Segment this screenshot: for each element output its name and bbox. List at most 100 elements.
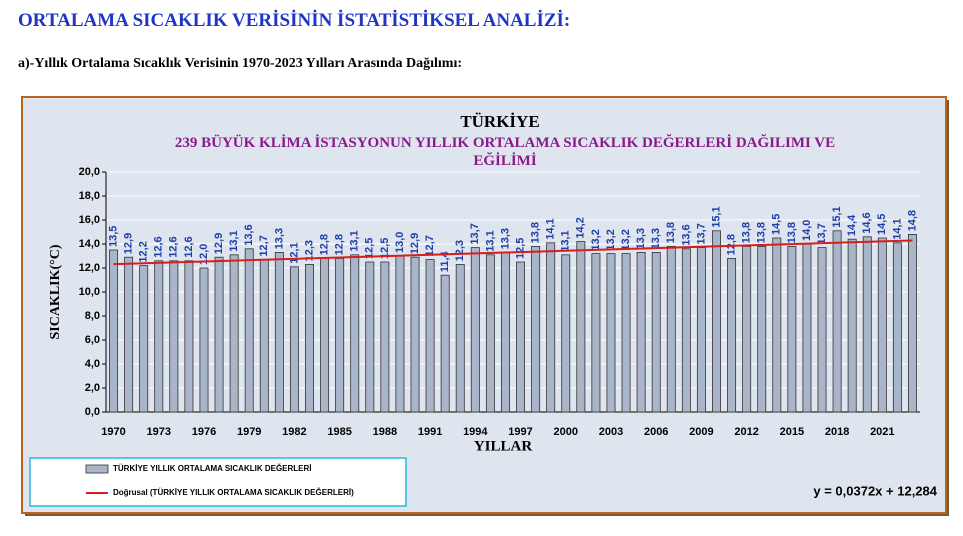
data-label: 12,6 [153,236,165,257]
x-tick-label: 1973 [147,426,171,438]
data-label: 14,1 [891,218,903,239]
bar [832,230,842,413]
data-label: 14,5 [876,214,888,235]
bar [139,265,149,413]
data-label: 13,1 [349,230,361,251]
bar [621,253,631,413]
bar [244,248,254,413]
x-tick-label: 2003 [599,426,623,438]
x-tick-label: 1982 [282,426,306,438]
bar [546,242,556,413]
bar [862,236,872,413]
bar [516,261,526,413]
data-label: 15,1 [710,206,722,227]
bar [169,260,179,413]
data-label: 12,1 [288,242,300,263]
bar [651,251,661,413]
bar [712,230,721,413]
data-label: 13,2 [605,229,617,250]
bar [576,241,586,413]
page-subtitle: a)-Yıllık Ortalama Sıcaklık Verisinin 19… [18,56,463,71]
data-label: 13,2 [590,229,602,250]
data-label: 12,7 [424,235,436,256]
data-label: 12,5 [514,238,526,259]
bar [184,260,194,413]
x-tick-label: 2009 [689,426,713,438]
data-label: 14,5 [771,214,783,235]
bar [561,254,571,413]
legend-label: Doğrusal (TÜRKİYE YILLIK ORTALAMA SICAKL… [113,488,354,497]
legend-box [29,457,407,507]
x-tick-label: 2012 [734,426,758,438]
data-label: 12,9 [409,233,421,254]
data-label: 13,5 [107,226,119,247]
data-label: 13,8 [665,222,677,243]
y-tick-label: 12,0 [79,262,100,274]
bar [772,237,782,413]
y-tick-label: 14,0 [79,238,100,250]
bar [335,257,345,413]
bar [380,261,390,413]
y-tick-label: 20,0 [79,166,100,178]
bar [681,248,691,413]
bar [666,245,676,413]
data-label: 12,9 [213,233,225,254]
bar [817,247,827,413]
bar [440,274,450,413]
bar [531,245,541,413]
data-label: 13,7 [469,223,481,244]
data-label: 13,8 [786,222,798,243]
bar [606,253,616,413]
trend-equation: y = 0,0372x + 12,284 [813,483,937,498]
bar [229,254,239,413]
data-label: 13,1 [484,230,496,251]
y-tick-label: 0,0 [85,406,100,418]
bar [274,251,284,413]
page-title: ORTALAMA SICAKLIK VERİSİNİN İSTATİSTİKSE… [18,10,571,31]
legend-label: TÜRKİYE YILLIK ORTALAMA SICAKLIK DEĞERLE… [113,464,312,473]
data-label: 13,7 [816,223,828,244]
data-label: 12,3 [303,240,315,261]
bar [289,266,299,413]
y-axis-title: SICAKLIK(°C) [48,244,63,339]
bar [425,259,435,413]
bar [305,263,314,413]
data-label: 14,6 [861,212,873,233]
data-label: 13,8 [530,222,542,243]
trend-line [113,239,913,266]
data-label: 12,6 [168,236,180,257]
x-tick-label: 1970 [101,426,125,438]
y-tick-label: 10,0 [79,286,100,298]
data-label: 13,6 [243,224,255,245]
y-tick-label: 18,0 [79,190,100,202]
data-label: 12,0 [198,244,210,265]
y-tick-label: 2,0 [85,382,100,394]
data-label: 13,8 [741,222,753,243]
x-tick-label: 1991 [418,426,442,438]
bar [350,254,360,413]
bar [500,251,510,413]
data-label: 12,8 [725,234,737,255]
bar [727,257,737,413]
x-tick-label: 2015 [780,426,804,438]
data-label: 13,7 [695,223,707,244]
bar [365,261,375,413]
data-label: 13,1 [228,230,240,251]
data-label: 13,0 [394,232,406,253]
bar [214,256,224,413]
bar [485,254,495,413]
bar [154,260,164,413]
x-tick-label: 1994 [463,426,488,438]
bar [109,249,119,413]
legend-swatch [85,464,109,474]
bar [696,247,706,413]
data-label: 13,1 [560,230,572,251]
chart-title: TÜRKİYE [460,112,539,131]
x-tick-label: 2018 [825,426,849,438]
bar [877,237,887,413]
data-label: 13,8 [756,222,768,243]
bar [742,245,752,413]
bar [636,251,646,413]
bar [470,247,480,413]
